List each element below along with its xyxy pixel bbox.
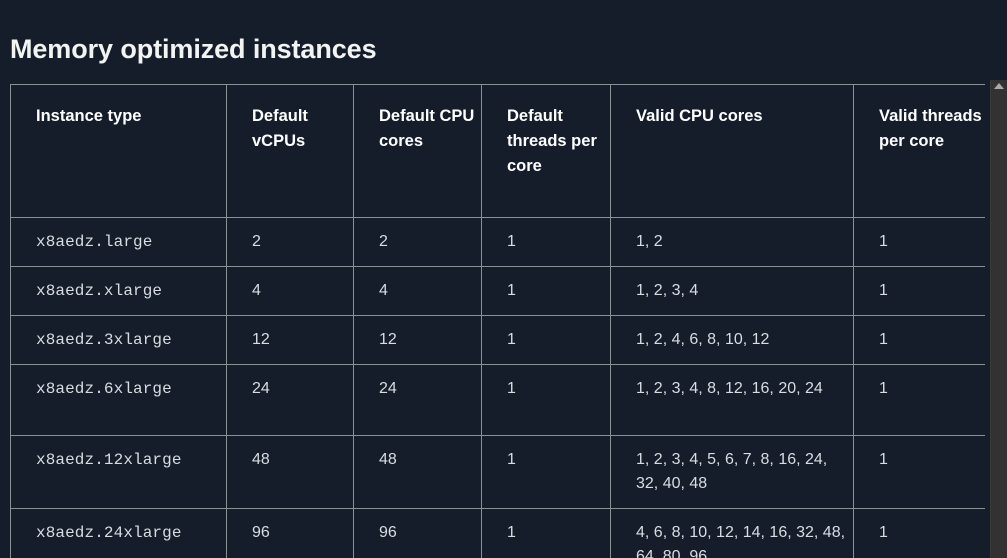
cell-valid-threads-per-core: 1 [853, 364, 985, 436]
cell-instance-type: x8aedz.12xlarge [10, 435, 227, 509]
cell-instance-type: x8aedz.6xlarge [10, 364, 227, 436]
vertical-scrollbar[interactable] [990, 80, 1007, 558]
cell-default-cpu-cores: 4 [353, 266, 482, 316]
table-row: x8aedz.24xlarge 96 96 1 4, 6, 8, 10, 12,… [10, 508, 985, 558]
cell-valid-cpu-cores: 4, 6, 8, 10, 12, 14, 16, 32, 48, 64, 80,… [610, 508, 854, 558]
table-row: x8aedz.6xlarge 24 24 1 1, 2, 3, 4, 8, 12… [10, 364, 985, 436]
cell-default-vcpus: 48 [226, 435, 354, 509]
table-row: x8aedz.large 2 2 1 1, 2 1 [10, 217, 985, 267]
cell-default-threads-per-core: 1 [481, 217, 611, 267]
cell-valid-threads-per-core: 1 [853, 435, 985, 509]
cell-valid-cpu-cores: 1, 2, 3, 4 [610, 266, 854, 316]
cell-instance-type: x8aedz.xlarge [10, 266, 227, 316]
cell-default-threads-per-core: 1 [481, 364, 611, 436]
cell-valid-cpu-cores: 1, 2 [610, 217, 854, 267]
cell-valid-cpu-cores: 1, 2, 3, 4, 8, 12, 16, 20, 24 [610, 364, 854, 436]
cell-default-vcpus: 12 [226, 315, 354, 365]
cell-default-cpu-cores: 96 [353, 508, 482, 558]
triangle-up-icon[interactable] [994, 83, 1004, 89]
instance-specs-table: Instance type Default vCPUs Default CPU … [10, 84, 985, 558]
table-body: x8aedz.large 2 2 1 1, 2 1 x8aedz.xlarge … [10, 217, 985, 558]
cell-default-threads-per-core: 1 [481, 315, 611, 365]
cell-valid-cpu-cores: 1, 2, 4, 6, 8, 10, 12 [610, 315, 854, 365]
table-scroll-region: Instance type Default vCPUs Default CPU … [10, 84, 985, 558]
column-header-valid-cpu-cores: Valid CPU cores [610, 84, 854, 218]
cell-default-vcpus: 4 [226, 266, 354, 316]
table-row: x8aedz.12xlarge 48 48 1 1, 2, 3, 4, 5, 6… [10, 435, 985, 509]
cell-default-cpu-cores: 48 [353, 435, 482, 509]
page-title: Memory optimized instances [10, 34, 377, 65]
cell-valid-threads-per-core: 1 [853, 217, 985, 267]
cell-default-cpu-cores: 12 [353, 315, 482, 365]
cell-default-threads-per-core: 1 [481, 266, 611, 316]
cell-default-vcpus: 24 [226, 364, 354, 436]
cell-instance-type: x8aedz.large [10, 217, 227, 267]
cell-default-vcpus: 96 [226, 508, 354, 558]
column-header-default-cpu-cores: Default CPU cores [353, 84, 482, 218]
cell-default-vcpus: 2 [226, 217, 354, 267]
cell-valid-cpu-cores: 1, 2, 3, 4, 5, 6, 7, 8, 16, 24, 32, 40, … [610, 435, 854, 509]
column-header-valid-threads-per-core: Valid threads per core [853, 84, 985, 218]
column-header-instance-type: Instance type [10, 84, 227, 218]
cell-instance-type: x8aedz.3xlarge [10, 315, 227, 365]
table-row: x8aedz.xlarge 4 4 1 1, 2, 3, 4 1 [10, 266, 985, 316]
cell-default-cpu-cores: 24 [353, 364, 482, 436]
cell-default-cpu-cores: 2 [353, 217, 482, 267]
cell-instance-type: x8aedz.24xlarge [10, 508, 227, 558]
table-row: x8aedz.3xlarge 12 12 1 1, 2, 4, 6, 8, 10… [10, 315, 985, 365]
table-header: Instance type Default vCPUs Default CPU … [10, 84, 985, 218]
table-header-row: Instance type Default vCPUs Default CPU … [10, 84, 985, 218]
cell-default-threads-per-core: 1 [481, 435, 611, 509]
cell-valid-threads-per-core: 1 [853, 266, 985, 316]
column-header-default-vcpus: Default vCPUs [226, 84, 354, 218]
cell-valid-threads-per-core: 1 [853, 315, 985, 365]
cell-default-threads-per-core: 1 [481, 508, 611, 558]
cell-valid-threads-per-core: 1 [853, 508, 985, 558]
column-header-default-threads-per-core: Default threads per core [481, 84, 611, 218]
